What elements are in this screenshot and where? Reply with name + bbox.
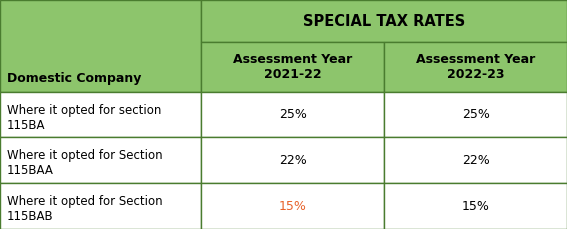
Bar — [384, 92, 567, 137]
Text: Where it opted for Section
115BAA: Where it opted for Section 115BAA — [7, 150, 162, 177]
Text: 25%: 25% — [462, 108, 490, 121]
Bar — [384, 183, 567, 229]
Bar — [201, 0, 567, 42]
Text: 22%: 22% — [462, 154, 489, 167]
Bar — [384, 137, 567, 183]
Text: SPECIAL TAX RATES: SPECIAL TAX RATES — [303, 14, 466, 29]
Bar — [0, 92, 201, 137]
Text: Assessment Year
2022-23: Assessment Year 2022-23 — [416, 53, 535, 81]
Text: 25%: 25% — [279, 108, 307, 121]
Text: 15%: 15% — [279, 200, 307, 213]
Text: 15%: 15% — [462, 200, 490, 213]
Text: Where it opted for section
115BA: Where it opted for section 115BA — [7, 104, 161, 132]
Text: Assessment Year
2021-22: Assessment Year 2021-22 — [233, 53, 353, 81]
Text: Domestic Company: Domestic Company — [7, 72, 141, 85]
Text: 22%: 22% — [279, 154, 307, 167]
Bar — [201, 42, 384, 92]
Bar — [0, 137, 201, 183]
Bar — [0, 183, 201, 229]
Bar — [0, 0, 201, 92]
Bar — [201, 183, 384, 229]
Text: Where it opted for Section
115BAB: Where it opted for Section 115BAB — [7, 195, 162, 223]
Bar — [201, 137, 384, 183]
Bar — [201, 92, 384, 137]
Bar — [384, 42, 567, 92]
